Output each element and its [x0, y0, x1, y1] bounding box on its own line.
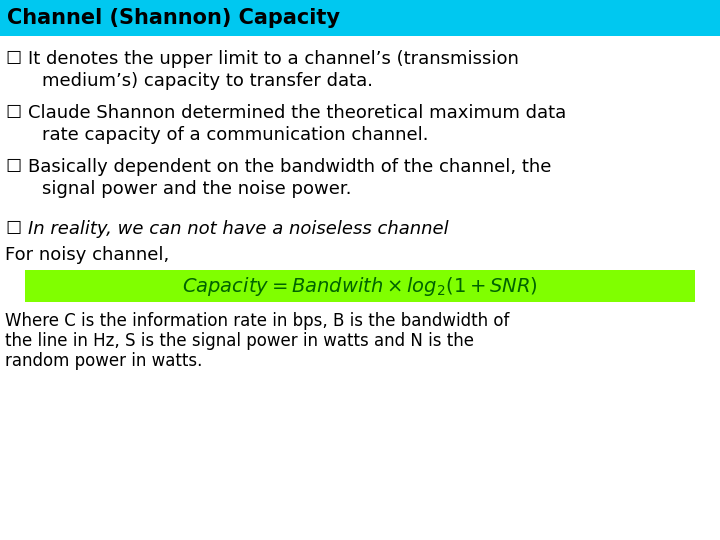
Text: Basically dependent on the bandwidth of the channel, the: Basically dependent on the bandwidth of … — [28, 158, 552, 176]
Text: Channel (Shannon) Capacity: Channel (Shannon) Capacity — [7, 8, 340, 28]
Text: In reality, we can not have a noiseless channel: In reality, we can not have a noiseless … — [28, 220, 449, 238]
Text: ☐: ☐ — [5, 104, 21, 122]
Text: For noisy channel,: For noisy channel, — [5, 246, 169, 264]
Bar — [25, 270, 695, 302]
Text: the line in Hz, S is the signal power in watts and N is the: the line in Hz, S is the signal power in… — [5, 332, 474, 350]
Text: medium’s) capacity to transfer data.: medium’s) capacity to transfer data. — [42, 72, 373, 90]
Text: rate capacity of a communication channel.: rate capacity of a communication channel… — [42, 126, 428, 144]
Text: random power in watts.: random power in watts. — [5, 352, 202, 370]
Text: Claude Shannon determined the theoretical maximum data: Claude Shannon determined the theoretica… — [28, 104, 566, 122]
Text: Where C is the information rate in bps, B is the bandwidth of: Where C is the information rate in bps, … — [5, 312, 509, 330]
Text: signal power and the noise power.: signal power and the noise power. — [42, 180, 351, 198]
Text: It denotes the upper limit to a channel’s (transmission: It denotes the upper limit to a channel’… — [28, 50, 519, 68]
Text: ☐: ☐ — [5, 158, 21, 176]
Text: $\mathit{Capacity = Bandwith \times log_2(1+SNR)}$: $\mathit{Capacity = Bandwith \times log_… — [182, 274, 538, 298]
Text: ☐: ☐ — [5, 50, 21, 68]
Text: ☐: ☐ — [5, 220, 21, 238]
Bar — [0, 0, 720, 36]
